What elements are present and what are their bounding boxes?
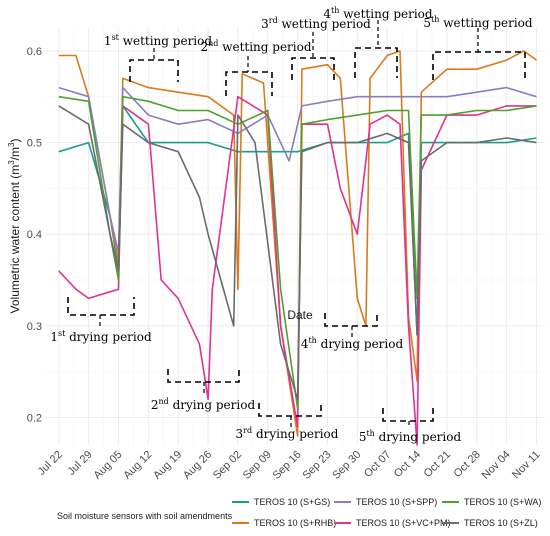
period-text: drying period xyxy=(317,337,404,351)
y-tick-label: 0.5 xyxy=(27,138,42,150)
legend-label: TEROS 10 (S+WA) xyxy=(464,497,541,507)
wetting-period-bracket xyxy=(432,51,526,80)
period-number: 4 xyxy=(301,337,309,351)
x-tick-label: Nov 11 xyxy=(510,449,543,482)
x-tick-label: Sep 23 xyxy=(300,449,333,482)
drying-period-label: 1st drying period xyxy=(50,329,152,344)
x-tick-label: Aug 26 xyxy=(181,449,214,482)
period-text: drying period xyxy=(65,330,152,344)
period-ordinal: st xyxy=(112,33,120,42)
period-number: 2 xyxy=(200,40,208,54)
x-axis-title: Date xyxy=(287,308,313,322)
grid xyxy=(46,28,545,445)
period-ordinal: rd xyxy=(243,426,252,435)
drying-period-label: 3rd drying period xyxy=(236,426,339,441)
legend-label: TEROS 10 (S+ZL) xyxy=(464,518,538,528)
y-axis-title-sup2: 3 xyxy=(7,142,16,147)
period-ordinal: nd xyxy=(159,397,169,406)
period-text: wetting period xyxy=(339,7,432,21)
period-ordinal: nd xyxy=(208,39,218,48)
period-ordinal: th xyxy=(431,15,439,24)
period-ordinal: st xyxy=(58,329,66,338)
period-text: wetting period xyxy=(218,40,311,54)
drying-period-bracket xyxy=(258,403,322,417)
y-axis-title-sup1: 3 xyxy=(7,160,16,165)
period-text: wetting period xyxy=(439,16,532,30)
drying-period-label: 2nd drying period xyxy=(151,397,256,412)
y-axis: 0.2 0.3 0.4 0.5 0.6 xyxy=(27,46,42,425)
x-tick-label: Sep 16 xyxy=(271,449,304,482)
period-text: wetting period xyxy=(278,17,371,31)
drying-period-label: 4th drying period xyxy=(301,336,404,351)
x-tick-label: Oct 21 xyxy=(422,449,453,480)
wetting-period-label: 5th wetting period xyxy=(423,15,532,30)
drying-period-bracket xyxy=(167,369,240,383)
wetting-period-bracket xyxy=(225,71,273,96)
period-ordinal: th xyxy=(331,6,339,15)
series-line xyxy=(58,105,537,400)
legend-items: TEROS 10 (S+GS) TEROS 10 (S+RHB) TEROS 10 … xyxy=(232,497,541,528)
legend-title: Soil moisture sensors with soil amendmen… xyxy=(57,511,233,521)
wetting-period-bracket xyxy=(354,47,398,78)
legend-label: TEROS 10 (S+GS) xyxy=(254,497,330,507)
period-number: 5 xyxy=(423,16,431,30)
y-axis-title: Volumetric water content (m3/m3) xyxy=(7,139,22,314)
series-line xyxy=(58,95,537,446)
period-number: 5 xyxy=(359,430,367,444)
legend: Soil moisture sensors with soil amendmen… xyxy=(57,497,541,528)
wetting-period-bracket xyxy=(129,59,179,82)
x-tick-label: Sep 02 xyxy=(211,449,244,482)
period-ordinal: th xyxy=(366,429,374,438)
series-layer xyxy=(58,50,537,446)
period-number: 4 xyxy=(323,7,331,21)
y-tick-label: 0.2 xyxy=(27,413,42,425)
x-tick-label: Jul 22 xyxy=(36,449,65,478)
drying-period-bracket xyxy=(382,408,434,422)
y-tick-label: 0.6 xyxy=(27,46,42,58)
x-tick-label: Aug 05 xyxy=(91,449,124,482)
x-tick-label: Oct 28 xyxy=(451,449,482,480)
drying-period-bracket xyxy=(324,313,378,327)
period-text: wetting period xyxy=(119,34,212,48)
x-tick-label: Aug 19 xyxy=(151,449,184,482)
period-number: 1 xyxy=(104,34,112,48)
series-line xyxy=(58,50,537,437)
wetting-period-bracket xyxy=(291,57,335,80)
wetting-period-label: 4th wetting period xyxy=(323,6,432,21)
x-tick-label: Oct 14 xyxy=(392,449,423,480)
period-text: drying period xyxy=(169,398,256,412)
period-number: 1 xyxy=(50,330,58,344)
period-ordinal: th xyxy=(308,336,316,345)
y-axis-title-end: ) xyxy=(8,139,22,143)
wetting-period-label: 3rd wetting period xyxy=(261,16,371,31)
y-axis-title-main: Volumetric water content (m xyxy=(8,165,22,314)
x-tick-label: Oct 07 xyxy=(362,449,393,480)
period-text: drying period xyxy=(252,427,339,441)
period-number: 3 xyxy=(236,427,244,441)
y-tick-label: 0.4 xyxy=(27,229,42,241)
drying-period-bracket xyxy=(67,297,135,316)
x-tick-label: Aug 12 xyxy=(121,449,154,482)
drying-period-label: 5th drying period xyxy=(359,429,462,444)
x-tick-label: Sep 30 xyxy=(330,449,363,482)
legend-label: TEROS 10 (S+VC+PM) xyxy=(356,518,451,528)
legend-label: TEROS 10 (S+RHB) xyxy=(254,518,336,528)
y-axis-title-mid: /m xyxy=(8,147,22,160)
y-tick-label: 0.3 xyxy=(27,321,42,333)
period-number: 2 xyxy=(151,398,159,412)
legend-label: TEROS 10 (S+SPP) xyxy=(356,497,437,507)
x-tick-label: Nov 04 xyxy=(480,449,513,482)
period-ordinal: rd xyxy=(269,16,278,25)
wetting-period-label: 2nd wetting period xyxy=(200,39,311,54)
period-number: 3 xyxy=(261,17,269,31)
x-tick-label: Sep 09 xyxy=(241,449,274,482)
period-text: drying period xyxy=(375,430,462,444)
wetting-period-label: 1st wetting period xyxy=(104,33,212,48)
